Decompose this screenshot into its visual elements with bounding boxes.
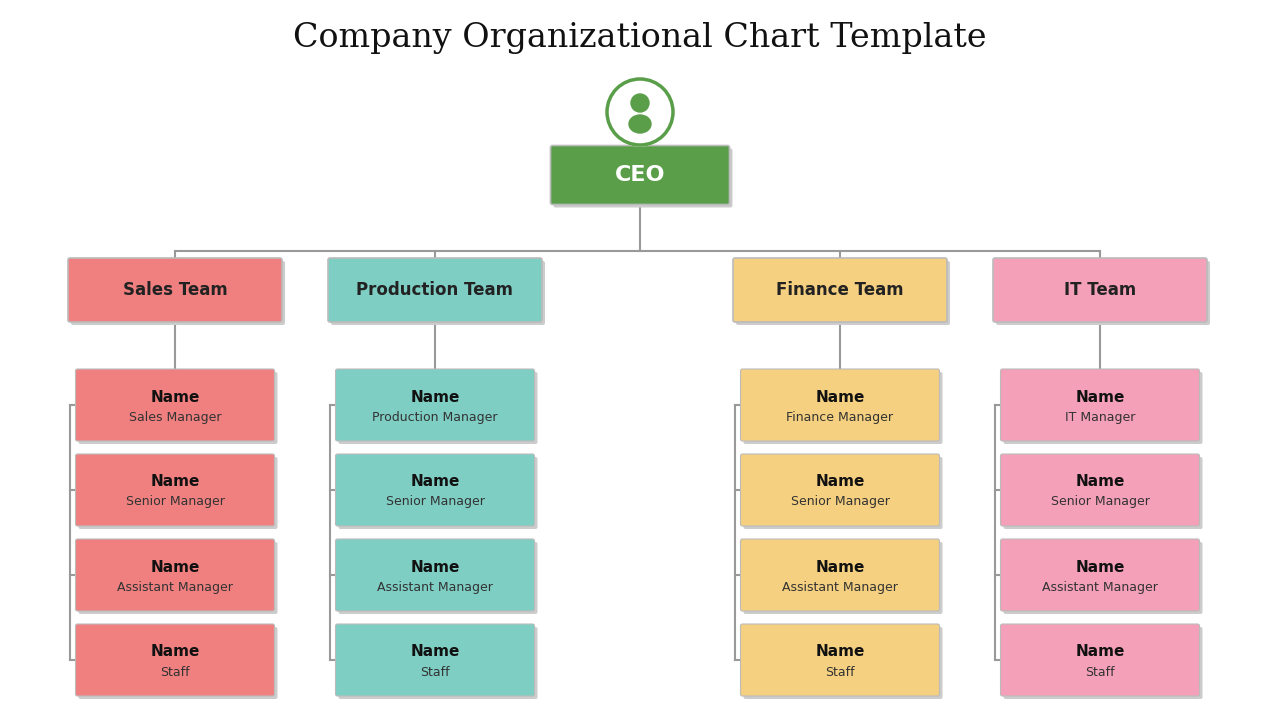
FancyBboxPatch shape — [1004, 542, 1202, 614]
Text: Production Team: Production Team — [357, 281, 513, 299]
Text: Sales Team: Sales Team — [123, 281, 228, 299]
Text: Production Manager: Production Manager — [372, 410, 498, 423]
FancyBboxPatch shape — [744, 457, 942, 529]
Text: Name: Name — [1075, 390, 1125, 405]
FancyBboxPatch shape — [76, 369, 274, 441]
Text: Name: Name — [150, 559, 200, 575]
Text: Finance Manager: Finance Manager — [786, 410, 893, 423]
FancyBboxPatch shape — [1004, 627, 1202, 699]
FancyBboxPatch shape — [741, 624, 940, 696]
FancyBboxPatch shape — [550, 145, 730, 204]
Text: Name: Name — [411, 644, 460, 660]
FancyBboxPatch shape — [78, 457, 278, 529]
Text: Senior Manager: Senior Manager — [791, 495, 890, 508]
Text: Assistant Manager: Assistant Manager — [116, 580, 233, 593]
FancyBboxPatch shape — [328, 258, 541, 322]
Text: Name: Name — [411, 390, 460, 405]
FancyBboxPatch shape — [741, 539, 940, 611]
Text: Name: Name — [815, 390, 865, 405]
Text: IT Manager: IT Manager — [1065, 410, 1135, 423]
FancyBboxPatch shape — [553, 148, 732, 207]
FancyBboxPatch shape — [1004, 457, 1202, 529]
FancyBboxPatch shape — [335, 454, 535, 526]
FancyBboxPatch shape — [78, 372, 278, 444]
Text: Name: Name — [1075, 644, 1125, 660]
Text: Staff: Staff — [160, 665, 189, 678]
Text: Name: Name — [150, 644, 200, 660]
Text: Finance Team: Finance Team — [776, 281, 904, 299]
FancyBboxPatch shape — [335, 624, 535, 696]
Text: CEO: CEO — [614, 165, 666, 185]
Text: Staff: Staff — [420, 665, 449, 678]
Ellipse shape — [628, 115, 652, 133]
Text: Name: Name — [815, 474, 865, 490]
Text: Name: Name — [815, 559, 865, 575]
FancyBboxPatch shape — [338, 457, 538, 529]
Text: Name: Name — [150, 474, 200, 490]
FancyBboxPatch shape — [332, 261, 545, 325]
FancyBboxPatch shape — [736, 261, 950, 325]
Text: Assistant Manager: Assistant Manager — [378, 580, 493, 593]
FancyBboxPatch shape — [338, 372, 538, 444]
Text: Name: Name — [815, 644, 865, 660]
Text: Assistant Manager: Assistant Manager — [782, 580, 899, 593]
FancyBboxPatch shape — [996, 261, 1210, 325]
Text: Senior Manager: Senior Manager — [1051, 495, 1149, 508]
FancyBboxPatch shape — [1001, 454, 1199, 526]
FancyBboxPatch shape — [1001, 369, 1199, 441]
Text: Name: Name — [1075, 474, 1125, 490]
Text: Senior Manager: Senior Manager — [125, 495, 224, 508]
FancyBboxPatch shape — [76, 454, 274, 526]
Text: Company Organizational Chart Template: Company Organizational Chart Template — [293, 22, 987, 54]
Circle shape — [605, 78, 675, 146]
FancyBboxPatch shape — [1004, 372, 1202, 444]
FancyBboxPatch shape — [744, 372, 942, 444]
Circle shape — [631, 94, 649, 112]
FancyBboxPatch shape — [744, 542, 942, 614]
FancyBboxPatch shape — [741, 369, 940, 441]
Text: Name: Name — [411, 559, 460, 575]
Text: Senior Manager: Senior Manager — [385, 495, 484, 508]
Text: Staff: Staff — [1085, 665, 1115, 678]
FancyBboxPatch shape — [733, 258, 947, 322]
FancyBboxPatch shape — [741, 454, 940, 526]
FancyBboxPatch shape — [338, 627, 538, 699]
FancyBboxPatch shape — [1001, 539, 1199, 611]
Text: Name: Name — [150, 390, 200, 405]
FancyBboxPatch shape — [76, 539, 274, 611]
FancyBboxPatch shape — [335, 539, 535, 611]
FancyBboxPatch shape — [78, 542, 278, 614]
FancyBboxPatch shape — [70, 261, 285, 325]
Text: Assistant Manager: Assistant Manager — [1042, 580, 1158, 593]
FancyBboxPatch shape — [338, 542, 538, 614]
Text: Sales Manager: Sales Manager — [129, 410, 221, 423]
FancyBboxPatch shape — [78, 627, 278, 699]
FancyBboxPatch shape — [1001, 624, 1199, 696]
FancyBboxPatch shape — [744, 627, 942, 699]
FancyBboxPatch shape — [76, 624, 274, 696]
FancyBboxPatch shape — [335, 369, 535, 441]
FancyBboxPatch shape — [993, 258, 1207, 322]
Text: Name: Name — [1075, 559, 1125, 575]
Text: Name: Name — [411, 474, 460, 490]
FancyBboxPatch shape — [68, 258, 282, 322]
Text: IT Team: IT Team — [1064, 281, 1137, 299]
Text: Staff: Staff — [826, 665, 855, 678]
